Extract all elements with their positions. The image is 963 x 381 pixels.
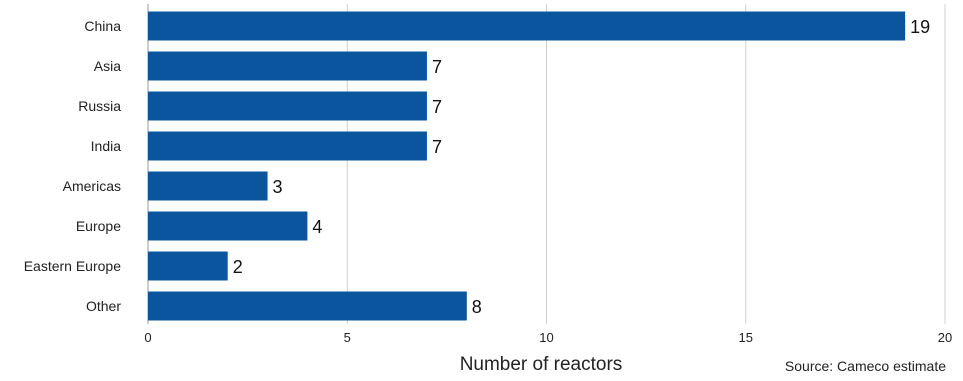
category-label: Russia [78,98,121,114]
category-label: Asia [94,58,121,74]
bar-eastern-europe [148,251,228,281]
x-tick-label: 5 [344,330,351,345]
x-tick-label: 0 [144,330,151,345]
bar-china [148,11,906,41]
x-tick-labels: 0 5 10 15 20 [144,330,952,345]
bar-india [148,131,427,161]
bar-europe [148,211,308,241]
value-label: 7 [432,137,442,157]
value-label: 8 [472,297,482,317]
bars [148,11,906,321]
category-label: Europe [76,218,121,234]
source-note: Source: Cameco estimate [785,358,946,374]
bar-asia [148,51,427,81]
value-label: 7 [432,57,442,77]
bar-other [148,291,467,321]
value-labels: 19 7 7 7 3 4 2 8 [233,17,930,317]
category-label: China [84,18,121,34]
category-label: Americas [63,178,121,194]
x-axis-title: Number of reactors [460,354,623,375]
category-label: Eastern Europe [24,258,121,274]
category-label: Other [86,298,121,314]
x-tick-label: 20 [938,330,952,345]
x-tick-label: 15 [739,330,753,345]
value-label: 19 [910,17,930,37]
category-labels: China Asia Russia India Americas Europe Easter… [24,18,122,314]
x-tick-label: 10 [539,330,553,345]
value-label: 4 [312,217,322,237]
value-label: 2 [233,257,243,277]
bar-americas [148,171,268,201]
value-label: 7 [432,97,442,117]
category-label: India [91,138,122,154]
value-label: 3 [273,177,283,197]
bar-russia [148,91,427,121]
